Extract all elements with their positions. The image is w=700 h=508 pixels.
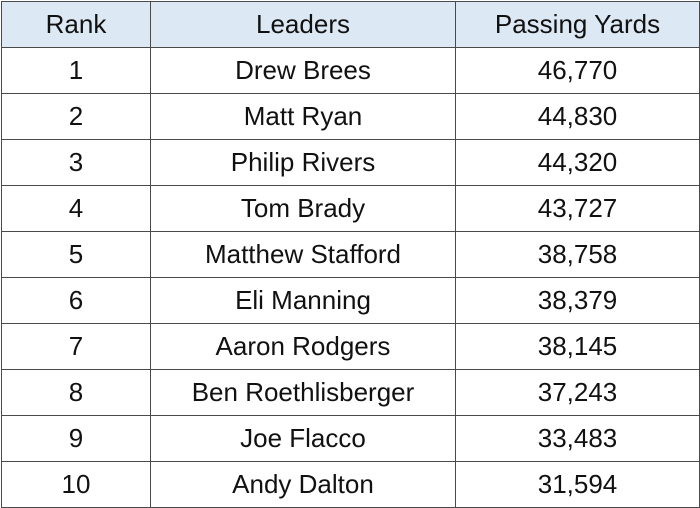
table-cell: 9 <box>1 415 151 462</box>
table-cell: 44,830 <box>455 93 700 140</box>
table-row: 2 Matt Ryan 44,830 <box>1 93 700 140</box>
header-cell: Rank <box>1 1 151 48</box>
table-row: 10 Andy Dalton 31,594 <box>1 461 700 508</box>
table-cell: Matthew Stafford <box>150 231 456 278</box>
header-cell: Leaders <box>150 1 456 48</box>
table-row: 3 Philip Rivers 44,320 <box>1 139 700 186</box>
header-cell: Passing Yards <box>455 1 700 48</box>
table-body: 1 Drew Brees 46,770 2 Matt Ryan 44,830 3 Philip… <box>1 47 700 508</box>
table-cell: 43,727 <box>455 185 700 232</box>
table-cell: Tom Brady <box>150 185 456 232</box>
header-row: Rank Leaders Passing Yards <box>1 1 700 48</box>
table-cell: 38,145 <box>455 323 700 370</box>
table-cell: 2 <box>1 93 151 140</box>
table-cell: Aaron Rodgers <box>150 323 456 370</box>
table-row: 4 Tom Brady 43,727 <box>1 185 700 232</box>
table-cell: 3 <box>1 139 151 186</box>
table-cell: 38,758 <box>455 231 700 278</box>
table-cell: 6 <box>1 277 151 324</box>
table-row: 9 Joe Flacco 33,483 <box>1 415 700 462</box>
table-cell: 4 <box>1 185 151 232</box>
table-cell: 7 <box>1 323 151 370</box>
table-cell: 1 <box>1 47 151 94</box>
table-cell: 33,483 <box>455 415 700 462</box>
table-cell: 5 <box>1 231 151 278</box>
table-row: 1 Drew Brees 46,770 <box>1 47 700 94</box>
table-cell: Andy Dalton <box>150 461 456 508</box>
table-row: 6 Eli Manning 38,379 <box>1 277 700 324</box>
table-cell: Philip Rivers <box>150 139 456 186</box>
table-row: 8 Ben Roethlisberger 37,243 <box>1 369 700 416</box>
table-cell: 10 <box>1 461 151 508</box>
table-cell: Eli Manning <box>150 277 456 324</box>
table-cell: 38,379 <box>455 277 700 324</box>
table-cell: 31,594 <box>455 461 700 508</box>
table-cell: 44,320 <box>455 139 700 186</box>
table-cell: Drew Brees <box>150 47 456 94</box>
table-header: Rank Leaders Passing Yards <box>1 1 700 48</box>
table-cell: 37,243 <box>455 369 700 416</box>
table-cell: 8 <box>1 369 151 416</box>
table-cell: 46,770 <box>455 47 700 94</box>
table-row: 7 Aaron Rodgers 38,145 <box>1 323 700 370</box>
table-cell: Ben Roethlisberger <box>150 369 456 416</box>
table-row: 5 Matthew Stafford 38,758 <box>1 231 700 278</box>
table-cell: Matt Ryan <box>150 93 456 140</box>
table-cell: Joe Flacco <box>150 415 456 462</box>
